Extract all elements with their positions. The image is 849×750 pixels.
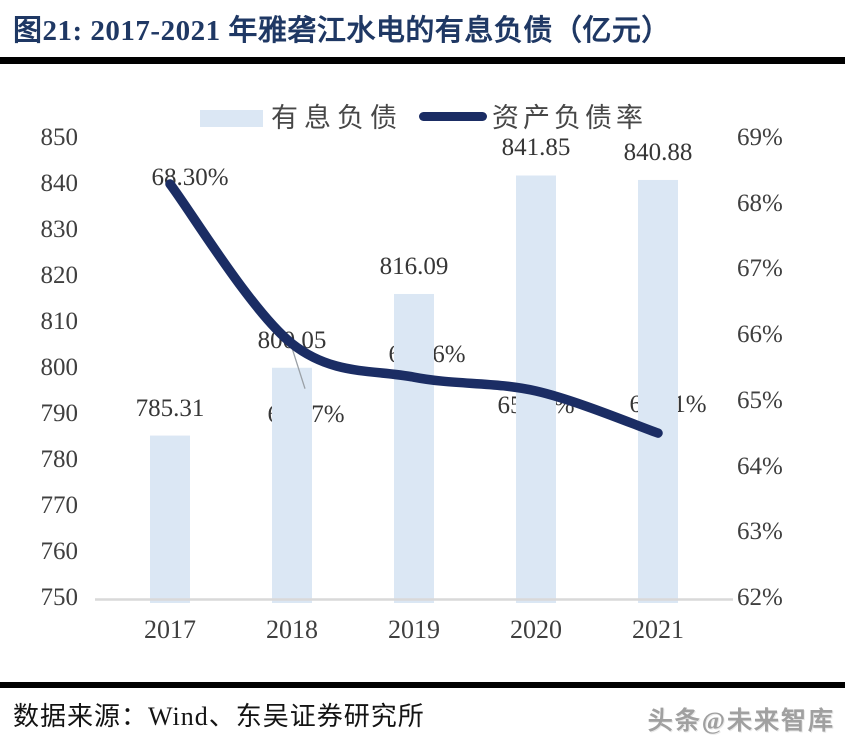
left-axis-tick: 810 <box>40 308 79 335</box>
right-axis-tick: 63% <box>737 518 783 546</box>
line-series-swatch <box>419 112 487 121</box>
x-axis-label-2021: 2021 <box>632 615 684 644</box>
x-axis-label-2017: 2017 <box>144 615 196 644</box>
x-axis-label-2019: 2019 <box>388 615 440 644</box>
bar-series-swatch <box>200 110 263 127</box>
left-axis-tick: 760 <box>40 538 79 565</box>
left-axis-tick: 850 <box>40 124 79 151</box>
right-axis-tick: 66% <box>737 321 783 349</box>
watermark-text: 头条@未来智库 <box>647 708 835 735</box>
left-axis-tick: 780 <box>40 446 79 473</box>
x-axis-label-2018: 2018 <box>266 615 318 644</box>
left-axis-tick: 830 <box>40 216 79 243</box>
bar-series-legend-label: 有息负债 <box>271 103 403 133</box>
line-series-legend-label: 资产负债率 <box>492 103 647 133</box>
bar-value-label: 841.85 <box>501 134 571 162</box>
bar-value-label: 800.05 <box>257 326 327 354</box>
chart-title: 图21: 2017-2021 年雅砻江水电的有息负债（亿元） <box>13 15 671 47</box>
right-axis-tick: 62% <box>737 584 783 611</box>
line-value-label: 65.36% <box>388 341 466 369</box>
title-divider-rule <box>0 57 845 64</box>
right-axis-tick: 65% <box>737 386 783 414</box>
left-axis-tick: 770 <box>40 492 79 519</box>
left-axis-tick: 820 <box>40 262 79 289</box>
bar-value-label: 816.09 <box>379 252 449 280</box>
right-axis-tick: 68% <box>737 189 783 217</box>
left-axis-tick: 840 <box>40 170 79 197</box>
x-axis-label-2020: 2020 <box>510 615 562 644</box>
line-value-label: 65.87% <box>267 400 345 428</box>
right-axis-tick: 69% <box>737 124 783 151</box>
line-value-label: 68.30% <box>151 164 229 191</box>
footer-divider-rule <box>0 682 845 688</box>
right-axis-tick: 64% <box>737 452 783 480</box>
left-axis-tick: 800 <box>40 354 79 381</box>
left-axis-tick: 790 <box>40 400 79 427</box>
right-axis-tick: 67% <box>737 255 783 283</box>
left-axis-tick: 750 <box>40 584 79 611</box>
line-value-label: 65.15% <box>497 392 575 419</box>
bar-value-label: 840.88 <box>623 138 693 166</box>
line-value-label: 64.51% <box>629 391 707 419</box>
data-source-text: 数据来源：Wind、东吴证券研究所 <box>13 702 425 731</box>
chart-legend: 有息负债 资产负债率 <box>0 96 849 138</box>
bar-value-label: 785.31 <box>135 394 205 422</box>
